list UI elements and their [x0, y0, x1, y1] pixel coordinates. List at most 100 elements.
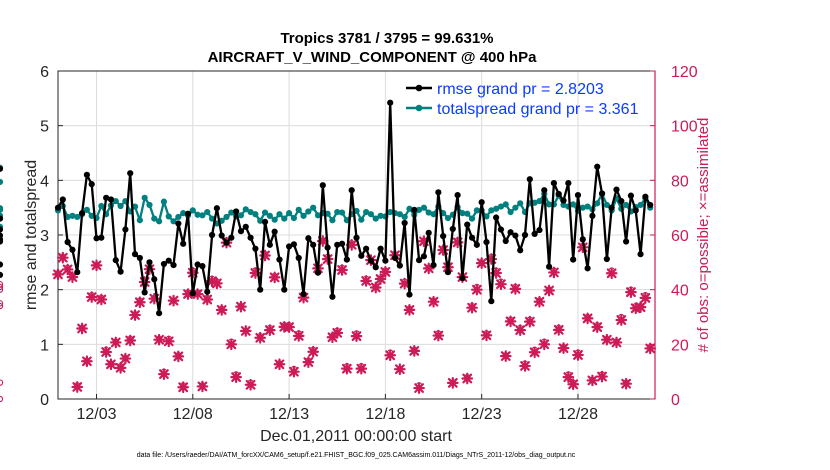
obs-assimilated-marker: [360, 275, 372, 287]
rmse-point: [0, 165, 4, 172]
totalspread-point: [387, 208, 394, 216]
rmse-point: [401, 219, 408, 227]
totalspread-point: [290, 214, 298, 222]
rmse-point: [570, 256, 577, 263]
x-axis: 12/03 12/08 12/13 12/18 12/23 12/28: [76, 394, 598, 423]
totalspread-point: [396, 211, 403, 218]
rmse-point: [324, 244, 331, 251]
obs-assimilated-marker: [418, 235, 430, 248]
obs-assimilated-marker: [403, 304, 416, 316]
rmse-point: [0, 215, 4, 222]
totalspread-point: [367, 211, 375, 218]
left-axis: 0 1 2 3 4 5 6: [40, 64, 63, 409]
obs-assimilated-marker: [326, 331, 339, 344]
obs-possible-marker: [0, 283, 4, 291]
obs-assimilated-marker: [533, 295, 546, 308]
rmse-point: [64, 239, 71, 246]
obs-assimilated-marker: [350, 330, 363, 342]
rmse-point: [647, 201, 654, 209]
obs-assimilated-marker: [509, 282, 522, 295]
obs-assimilated-marker: [268, 271, 281, 284]
totalspread-point: [473, 207, 480, 214]
rmse-point: [358, 252, 365, 259]
rmse-point: [493, 214, 500, 221]
obs-assimilated-marker: [177, 381, 190, 394]
rmse-point: [117, 268, 124, 275]
rmse-point: [444, 269, 452, 276]
rmse-point: [295, 254, 302, 262]
obs-assimilated-marker: [162, 335, 175, 348]
rmse-point: [160, 260, 168, 268]
totalspread-point: [117, 202, 124, 210]
totalspread-point: [483, 213, 490, 220]
rmse-point: [146, 259, 153, 266]
rmse-point: [579, 236, 586, 243]
rmse-point: [213, 205, 220, 212]
obs-assimilated-marker: [215, 304, 228, 316]
obs-assimilated-marker: [408, 345, 421, 357]
totalspread-point: [579, 204, 586, 211]
rmse-point: [54, 204, 62, 211]
rmse-point: [411, 206, 418, 213]
rmse-point: [627, 192, 635, 199]
rmse-point: [536, 226, 543, 234]
obs-assimilated-marker: [158, 368, 170, 380]
totalspread-point: [194, 211, 201, 218]
obs-assimilated-marker: [446, 377, 459, 389]
rmse-point: [406, 291, 413, 298]
rmse-point: [353, 234, 360, 241]
rmse-point: [98, 234, 105, 241]
rmse-point: [199, 263, 206, 270]
rmse-point: [512, 232, 519, 239]
obs-assimilated-marker: [114, 361, 127, 374]
rmse-point: [103, 194, 110, 201]
obs-assimilated-marker: [514, 324, 527, 336]
obs-assimilated-marker: [543, 284, 555, 297]
obs-assimilated-marker: [495, 278, 507, 291]
rmse-point: [478, 199, 485, 206]
rmse-point: [170, 261, 177, 269]
obs-assimilated-marker: [249, 267, 262, 279]
obs-assimilated-marker: [331, 327, 344, 339]
rmse-point: [281, 286, 288, 293]
totalspread-point: [146, 201, 153, 209]
totalspread-point: [329, 217, 336, 224]
y-tick-label: 0: [40, 392, 49, 409]
footer-data-file: data file: /Users/raeder/DAI/ATM_forcXX/…: [137, 452, 576, 459]
legend-totalspread-marker: [415, 104, 423, 112]
totalspread-point: [406, 205, 413, 212]
obs-assimilated-marker: [61, 263, 74, 276]
rmse-point: [184, 210, 192, 217]
totalspread-point: [338, 209, 346, 216]
obs-assimilated-marker: [138, 276, 151, 288]
rmse-point: [454, 191, 461, 199]
totalspread-point: [623, 201, 630, 209]
obs-assimilated-marker: [239, 325, 252, 337]
obs-assimilated-marker: [504, 315, 517, 328]
obs-assimilated-marker: [124, 334, 137, 347]
obs-assimilated-marker: [76, 322, 88, 335]
x-tick-label: 12/03: [76, 406, 116, 423]
rmse-point: [550, 179, 557, 187]
rmse-point: [637, 251, 644, 258]
rmse-point: [598, 190, 606, 197]
totalspread-point: [175, 213, 182, 221]
rmse-point: [541, 187, 548, 194]
totalspread-point: [459, 210, 466, 217]
rmse-point: [517, 247, 524, 254]
obs-assimilated-marker: [153, 333, 165, 346]
obs-assimilated-marker: [562, 371, 575, 383]
obs-possible-marker: [0, 379, 4, 386]
rmse-point: [642, 193, 649, 200]
totalspread-point: [98, 202, 105, 210]
obs-assimilated-marker: [186, 266, 199, 279]
legend: rmse grand pr = 2.8203 totalspread grand…: [406, 81, 639, 118]
obs-assimilated-marker: [393, 363, 406, 376]
totalspread-point: [425, 209, 432, 216]
series-layer: [0, 99, 654, 317]
totalspread-point: [497, 203, 505, 210]
x-tick-label: 12/23: [462, 406, 502, 423]
rmse-point: [290, 241, 298, 248]
obs-assimilated-marker: [302, 356, 315, 368]
